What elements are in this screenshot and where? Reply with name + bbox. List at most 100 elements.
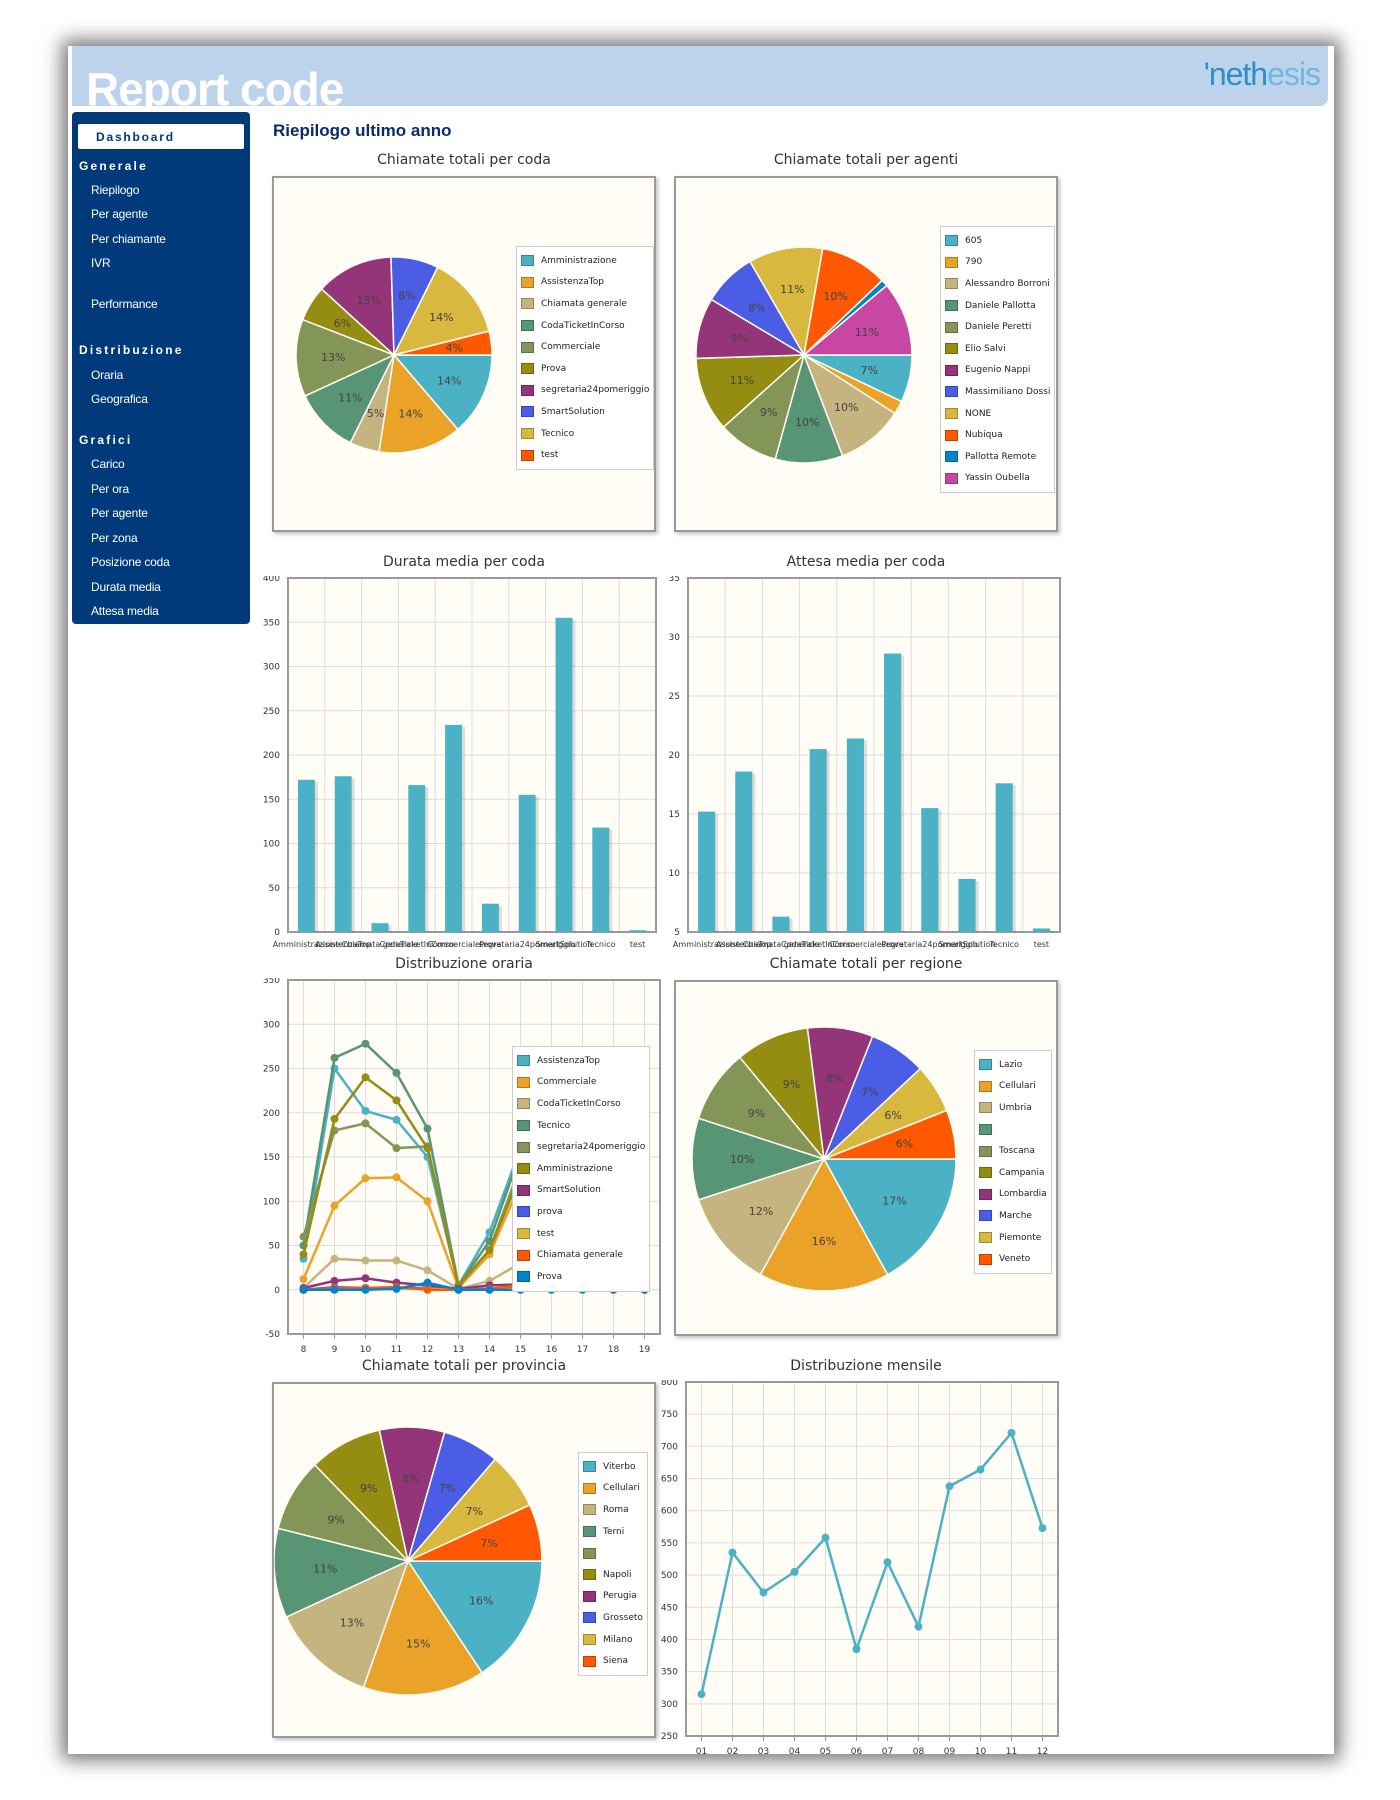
data-point: [392, 1256, 401, 1265]
bar-chart-attesa[interactable]: 5 10 15 20 25 30 35 Amministrazione AssistenzaTo…: [660, 576, 1064, 956]
bar-chart-durata[interactable]: 0 50 100 150 200 250 300 350 400 Amministrazione A…: [260, 576, 660, 956]
sidebar-item-attesa-media[interactable]: Attesa media: [91, 604, 159, 618]
line-chart-oraria[interactable]: -50 0 50 100 150 200 250 300 350 8 9 10 11 12 13 14 15 16…: [260, 978, 664, 1356]
legend-item-blank[interactable]: [979, 1119, 1047, 1141]
pie-chart-coda[interactable]: 14% 14% 5% 11% 13% 6% 13% 8% 14% 4% Amministrazion…: [272, 176, 656, 532]
legend-item-tecnico[interactable]: Tecnico: [521, 423, 649, 445]
legend-item-massimiliano-dossi[interactable]: Massimiliano Dossi: [945, 381, 1050, 403]
legend-item-test[interactable]: test: [521, 444, 649, 466]
y-tick-label: 35: [669, 576, 680, 584]
legend-item-daniele-peretti[interactable]: Daniele Peretti: [945, 316, 1050, 338]
legend-item-viterbo[interactable]: Viterbo: [583, 1456, 643, 1478]
legend-label: Terni: [603, 1526, 625, 1537]
sidebar-item-per-zona[interactable]: Per zona: [91, 531, 138, 545]
sidebar-item-riepilogo[interactable]: Riepilogo: [91, 183, 140, 197]
legend-item-assistenzatop[interactable]: AssistenzaTop: [521, 272, 649, 294]
sidebar-item-per-agente[interactable]: Per agente: [91, 207, 148, 221]
legend-item-prova[interactable]: Prova: [521, 358, 649, 380]
sidebar-item-ivr[interactable]: IVR: [91, 256, 111, 270]
dashboard-button[interactable]: Dashboard: [78, 124, 244, 149]
legend-item-amministrazione[interactable]: Amministrazione: [517, 1158, 645, 1180]
sidebar-item-geografica[interactable]: Geografica: [91, 392, 148, 406]
nethesis-logo[interactable]: 'nethesis: [1204, 56, 1321, 93]
legend-item-grosseto[interactable]: Grosseto: [583, 1607, 643, 1629]
pie-label: 7%: [466, 1505, 483, 1518]
legend-label: Lombardia: [999, 1189, 1047, 1200]
y-tick-label: 750: [661, 1410, 678, 1420]
legend-item-terni[interactable]: Terni: [583, 1521, 643, 1543]
y-tick-label: 700: [661, 1442, 678, 1452]
sidebar-item-carico[interactable]: Carico: [91, 457, 125, 471]
legend-item-amministrazione[interactable]: Amministrazione: [521, 250, 649, 272]
pie-chart-provincia[interactable]: 16% 15% 13% 11% 9% 9% 8% 7% 7% 7% Viterbo Cellulari…: [272, 1382, 656, 1738]
legend-item-piemonte[interactable]: Piemonte: [979, 1227, 1047, 1249]
legend-item-cellulari[interactable]: Cellulari: [979, 1076, 1047, 1098]
legend-item-chiamata-generale[interactable]: Chiamata generale: [521, 293, 649, 315]
sidebar-item-performance[interactable]: Performance: [91, 297, 158, 311]
chart-title-provincia: Chiamate totali per provincia: [361, 1358, 567, 1374]
legend-item-toscana[interactable]: Toscana: [979, 1140, 1047, 1162]
legend-item-blank[interactable]: [583, 1542, 643, 1564]
legend-item-segretaria24pomeriggio[interactable]: segretaria24pomeriggio: [517, 1136, 645, 1158]
legend-item-napoli[interactable]: Napoli: [583, 1564, 643, 1586]
y-tick-label: 300: [263, 663, 280, 673]
legend-item-veneto[interactable]: Veneto: [979, 1248, 1047, 1270]
pie-svg: 14% 14% 5% 11% 13% 6% 13% 8% 14% 4%: [295, 256, 493, 454]
legend-item-segretaria24pomeriggio[interactable]: segretaria24pomeriggio: [521, 380, 649, 402]
y-tick-label: 150: [263, 795, 280, 805]
pie-chart-agenti[interactable]: 7% 10% 10% 9% 11% 9% 8% 11% 10% 11% 605 790 Alessand…: [674, 176, 1058, 532]
legend-item-elio-salvi[interactable]: Elio Salvi: [945, 338, 1050, 360]
sidebar-item-posizione-coda[interactable]: Posizione coda: [91, 555, 170, 569]
sidebar-item-oraria[interactable]: Oraria: [91, 368, 124, 382]
legend-item-campania[interactable]: Campania: [979, 1162, 1047, 1184]
legend-item-prova[interactable]: prova: [517, 1201, 645, 1223]
sidebar-heading-grafici: Grafici: [79, 433, 133, 447]
legend-item-none[interactable]: NONE: [945, 403, 1050, 425]
legend-label: Tecnico: [537, 1120, 571, 1131]
legend-item-smartsolution[interactable]: SmartSolution: [521, 401, 649, 423]
legend-item-milano[interactable]: Milano: [583, 1629, 643, 1651]
legend-item-pallotta-remote[interactable]: Pallotta Remote: [945, 446, 1050, 468]
legend-item-790[interactable]: 790: [945, 252, 1050, 274]
legend-item-commerciale[interactable]: Commerciale: [521, 336, 649, 358]
legend-item-lazio[interactable]: Lazio: [979, 1054, 1047, 1076]
legend-item-codaticketincorso[interactable]: CodaTicketInCorso: [521, 315, 649, 337]
legend-item-umbria[interactable]: Umbria: [979, 1097, 1047, 1119]
sidebar-item-per-ora[interactable]: Per ora: [91, 482, 129, 496]
legend-label: AssistenzaTop: [541, 277, 604, 288]
y-tick-label: 200: [263, 1109, 280, 1119]
legend-item-cellulari[interactable]: Cellulari: [583, 1478, 643, 1500]
series-line-chiamate: [700, 1431, 1044, 1695]
legend-item-assistenzatop[interactable]: AssistenzaTop: [517, 1050, 645, 1072]
legend-item-siena[interactable]: Siena: [583, 1650, 643, 1672]
legend-label: segretaria24pomeriggio: [537, 1142, 646, 1153]
line-chart-mensile[interactable]: 250 300 350 400 450 500 550 600 650 700 750 800 01 02…: [654, 1380, 1064, 1760]
legend-item-daniele-pallotta[interactable]: Daniele Pallotta: [945, 295, 1050, 317]
legend-item-commerciale[interactable]: Commerciale: [517, 1072, 645, 1094]
sidebar-item-grafici-per-agente[interactable]: Per agente: [91, 506, 148, 520]
pie-chart-regione[interactable]: 17% 16% 12% 10% 9% 9% 8% 7% 6% 6% Lazio Cellulari Um…: [674, 980, 1058, 1336]
legend-item-eugenio-nappi[interactable]: Eugenio Nappi: [945, 360, 1050, 382]
pie-label: 10%: [795, 416, 819, 429]
legend-item-chiamata-generale[interactable]: Chiamata generale: [517, 1244, 645, 1266]
legend-item-yassin-oubella[interactable]: Yassin Oubella: [945, 468, 1050, 490]
y-tick-label: 250: [263, 707, 280, 717]
legend-item-alessandro-borroni[interactable]: Alessandro Borroni: [945, 273, 1050, 295]
legend-item-test[interactable]: test: [517, 1223, 645, 1245]
legend-item-codaticketincorso[interactable]: CodaTicketInCorso: [517, 1093, 645, 1115]
sidebar-item-durata-media[interactable]: Durata media: [91, 580, 161, 594]
legend-swatch: [583, 1482, 596, 1494]
legend-swatch: [979, 1210, 992, 1222]
legend-item-605[interactable]: 605: [945, 230, 1050, 252]
legend-item-prova[interactable]: Prova: [517, 1266, 645, 1288]
legend-item-marche[interactable]: Marche: [979, 1205, 1047, 1227]
legend-item-lombardia[interactable]: Lombardia: [979, 1184, 1047, 1206]
legend-item-nubiqua[interactable]: Nubiqua: [945, 424, 1050, 446]
legend-item-smartsolution[interactable]: SmartSolution: [517, 1180, 645, 1202]
legend-item-perugia[interactable]: Perugia: [583, 1586, 643, 1608]
pie-slice-umbria: [697, 1157, 826, 1276]
legend-item-roma[interactable]: Roma: [583, 1499, 643, 1521]
sidebar-item-per-chiamante[interactable]: Per chiamante: [91, 232, 166, 246]
legend-item-tecnico[interactable]: Tecnico: [517, 1115, 645, 1137]
y-tick-label: 400: [661, 1635, 678, 1645]
